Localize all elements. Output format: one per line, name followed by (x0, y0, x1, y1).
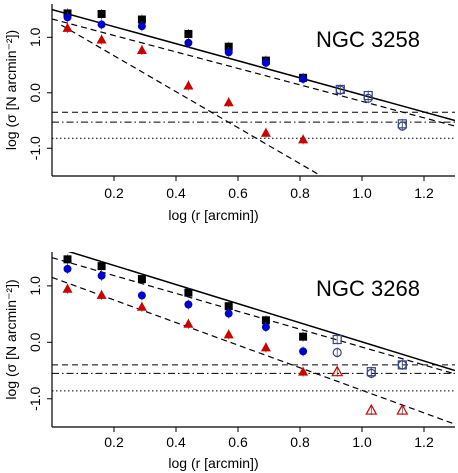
y-tick-label: -1.0 (27, 386, 43, 410)
data-point-circle-filled (97, 271, 106, 280)
data-point-circle-open (397, 121, 407, 131)
x-tick-label: 1.2 (414, 185, 434, 201)
x-tick-label: 0.8 (290, 434, 310, 450)
data-point-circle-filled (137, 291, 146, 300)
y-tick-label: 0.0 (27, 332, 43, 352)
data-point-square-filled (184, 288, 193, 297)
x-tick-label: 0.6 (228, 434, 248, 450)
y-tick-label: 1.0 (27, 276, 43, 296)
fit-line-solid (52, 8, 455, 122)
data-point-square-filled (137, 15, 146, 24)
data-point-square-filled (224, 42, 233, 51)
data-point-triangle-filled (298, 366, 309, 376)
data-point-triangle-filled (183, 80, 194, 90)
data-point-triangle-open (365, 403, 378, 415)
data-point-square-filled (63, 255, 72, 264)
panel-ngc-3268: 0.2 0.4 0.6 0.8 1.0 1.2 -1.0 0.0 1.0 log (r [arcm… (3, 252, 455, 471)
x-tick-label: 1.0 (352, 434, 372, 450)
data-point-circle-filled (261, 58, 270, 67)
panel-title: NGC 3268 (316, 276, 420, 301)
x-axis-label: log (r [arcmin]) (168, 207, 258, 223)
x-tick-label: 0.2 (104, 434, 124, 450)
y-tick-label: 0.0 (27, 83, 43, 103)
x-tick-label: 0.2 (104, 185, 124, 201)
data-point-circle-open (366, 368, 376, 378)
y-tick-label: 1.0 (27, 27, 43, 47)
fit-line-dashed (52, 276, 455, 425)
panel-ngc-3258: 0.2 0.4 0.6 0.8 1.0 1.2 -1.0 0.0 1.0 log (r [arcm… (3, 4, 455, 223)
data-point-circle-filled (97, 20, 106, 29)
data-point-circle-filled (261, 323, 270, 332)
data-point-circle-filled (184, 38, 193, 47)
data-point-triangle-filled (223, 329, 234, 339)
data-point-circle-filled (224, 48, 233, 57)
data-point-circle-filled (299, 347, 308, 356)
x-axis-label: log (r [arcmin]) (168, 455, 258, 471)
data-point-circle-filled (224, 309, 233, 318)
data-point-triangle-filled (136, 301, 147, 311)
data-point-circle-open (363, 93, 373, 103)
data-point-triangle-filled (136, 45, 147, 55)
data-point-circle-filled (184, 300, 193, 309)
data-point-triangle-filled (96, 34, 107, 44)
data-point-triangle-filled (62, 22, 73, 32)
data-point-square-filled (224, 302, 233, 311)
data-point-circle-open (335, 85, 345, 95)
data-point-square-filled (184, 29, 193, 38)
x-tick-label: 1.2 (414, 434, 434, 450)
data-point-circle-filled (63, 13, 72, 22)
y-tick-label: -1.0 (27, 136, 43, 160)
panel-title: NGC 3258 (316, 27, 420, 52)
data-point-triangle-filled (260, 342, 271, 352)
data-point-circle-filled (299, 74, 308, 83)
fit-line-dashed (60, 24, 323, 176)
data-point-triangle-filled (96, 289, 107, 299)
data-point-triangle-filled (62, 283, 73, 293)
x-tick-label: 0.6 (228, 185, 248, 201)
data-point-square-filled (299, 332, 308, 341)
x-tick-label: 0.4 (166, 185, 186, 201)
data-point-square-filled (137, 275, 146, 284)
data-point-triangle-open (331, 365, 344, 377)
data-point-triangle-filled (298, 134, 309, 144)
data-point-circle-open (397, 360, 407, 370)
data-point-triangle-filled (223, 97, 234, 107)
plot-area (52, 252, 455, 425)
data-point-circle-open (332, 347, 342, 358)
data-point-triangle-filled (260, 127, 271, 137)
data-point-triangle-open (396, 403, 409, 415)
data-point-circle-filled (63, 264, 72, 273)
x-tick-label: 1.0 (352, 185, 372, 201)
data-point-triangle-filled (183, 318, 194, 328)
data-point-square-filled (261, 316, 270, 325)
data-point-square-open (332, 334, 342, 345)
data-point-circle-filled (137, 22, 146, 31)
y-axis-label: log (σ [N arcmin⁻²]) (3, 279, 19, 399)
plot-area (52, 8, 455, 176)
x-tick-label: 0.8 (290, 185, 310, 201)
y-axis-label: log (σ [N arcmin⁻²]) (3, 30, 19, 150)
data-point-square-filled (97, 262, 106, 271)
data-point-square-filled (97, 9, 106, 18)
fit-line-solid (67, 252, 455, 372)
x-tick-label: 0.4 (166, 434, 186, 450)
